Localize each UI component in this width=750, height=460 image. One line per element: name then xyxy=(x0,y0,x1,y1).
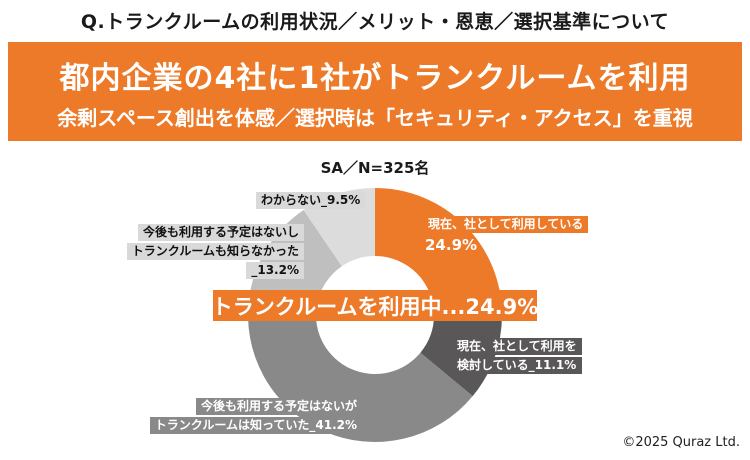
segment-label-unknown-line2: トランクルームも知らなかった xyxy=(126,243,304,260)
segment-label-dontknow-text: わからない_9.5% xyxy=(256,192,366,209)
donut-segment-1 xyxy=(420,314,502,397)
segment-label-unknown-line3: _13.2% xyxy=(246,262,304,279)
segment-label-using: 現在、社として利用している 24.9% xyxy=(423,216,589,256)
segment-label-knew-line2: トランクルームは知っていた_41.2% xyxy=(149,417,362,434)
segment-label-using-text: 現在、社として利用している xyxy=(423,216,589,233)
center-callout-banner: トランクルームを利用中...24.9% xyxy=(212,290,538,321)
segment-label-using-value: 24.9% xyxy=(425,236,478,254)
segment-label-dontknow: わからない_9.5% xyxy=(256,192,366,209)
segment-label-unknown: 今後も利用する予定はないし トランクルームも知らなかった _13.2% xyxy=(126,224,304,279)
segment-label-considering-line2: 検討している_11.1% xyxy=(452,357,582,374)
segment-label-knew-line1: 今後も利用する予定はないが xyxy=(195,398,362,415)
copyright-text: ©2025 Quraz Ltd. xyxy=(622,435,740,450)
headline-banner: 都内企業の4社に1社がトランクルームを利用 余剰スペース創出を体感／選択時は「セ… xyxy=(8,42,742,141)
donut-segment-0 xyxy=(375,188,502,315)
segment-label-considering-line1: 現在、社として利用を xyxy=(452,338,582,355)
headline-line2: 余剰スペース創出を体感／選択時は「セキュリティ・アクセス」を重視 xyxy=(57,105,693,130)
segment-label-considering: 現在、社として利用を 検討している_11.1% xyxy=(452,338,582,374)
question-title: Q.トランクルームの利用状況／メリット・恩恵／選択基準について xyxy=(80,11,670,33)
headline-line1: 都内企業の4社に1社がトランクルームを利用 xyxy=(59,60,691,96)
segment-label-knew: 今後も利用する予定はないが トランクルームは知っていた_41.2% xyxy=(149,398,362,434)
segment-label-unknown-line1: 今後も利用する予定はないし xyxy=(137,224,304,241)
chart-subtitle: SA／N=325名 xyxy=(320,159,430,177)
